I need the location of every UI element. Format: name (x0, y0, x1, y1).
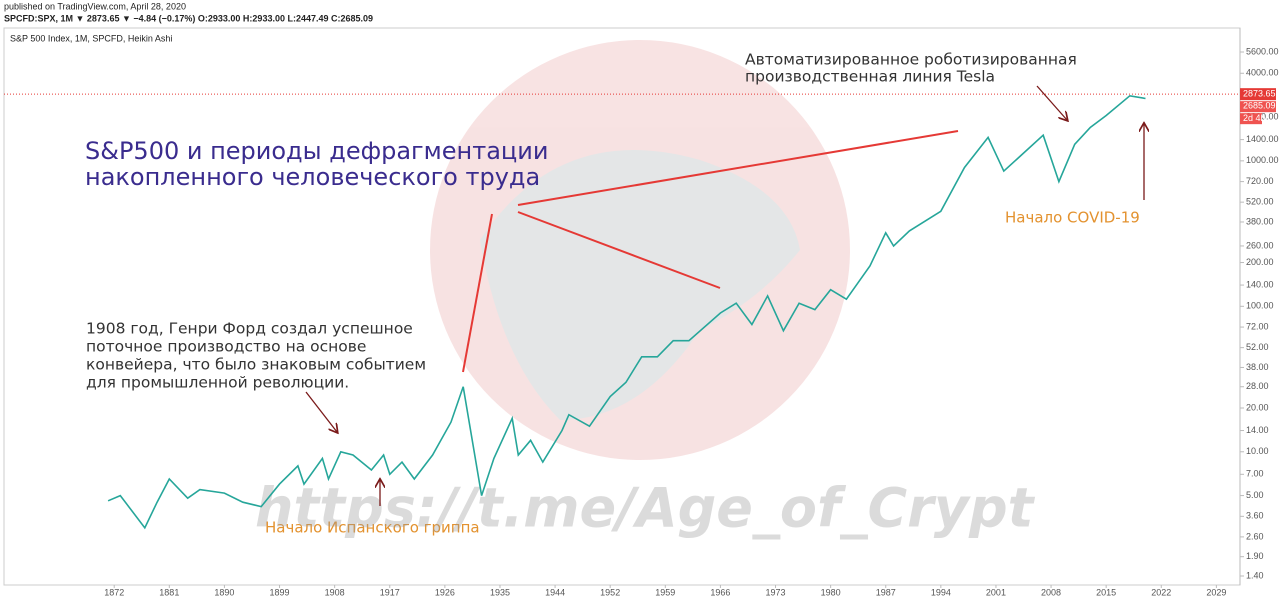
y-tick-label: 1.40 (1246, 570, 1264, 580)
x-tick-label: 1994 (931, 587, 951, 597)
annotation-title: накопленного человеческого труда (85, 163, 540, 191)
connector-lines (462, 130, 959, 373)
y-tick-label: 5600.00 (1246, 46, 1279, 56)
y-tick-label: 140.00 (1246, 279, 1274, 289)
x-tick-label: 1980 (821, 587, 841, 597)
arrows (305, 85, 1144, 506)
x-tick-label: 2001 (986, 587, 1006, 597)
x-tick-label: 1926 (435, 587, 455, 597)
y-tick-label: 14.00 (1246, 425, 1269, 435)
countdown-box (1240, 113, 1262, 125)
annotation-ford: поточное производство на основе (86, 338, 366, 356)
x-tick-label: 1973 (766, 587, 786, 597)
x-tick-label: 1899 (270, 587, 290, 597)
y-tick-label: 72.00 (1246, 321, 1269, 331)
annotation-tesla: производственная линия Tesla (745, 68, 995, 86)
x-tick-label: 1890 (214, 587, 234, 597)
x-tick-label: 1872 (104, 587, 124, 597)
y-tick-label: 2000.00 (1246, 111, 1279, 121)
annotation-tesla: Автоматизированное роботизированная (745, 51, 1077, 69)
close-label: 2685.09 (1243, 101, 1276, 111)
y-tick-label: 520.00 (1246, 197, 1274, 207)
y-tick-label: 7.00 (1246, 469, 1264, 479)
x-tick-label: 1959 (655, 587, 675, 597)
y-tick-label: 52.00 (1246, 342, 1269, 352)
price-line (107, 94, 1146, 530)
x-tick-label: 1987 (876, 587, 896, 597)
y-tick-label: 1.90 (1246, 551, 1264, 561)
last-price-label: 2873.65 (1243, 89, 1276, 99)
y-tick-label: 720.00 (1246, 176, 1274, 186)
x-tick-label: 2015 (1096, 587, 1116, 597)
y-tick-label: 260.00 (1246, 240, 1274, 250)
y-tick-label: 20.00 (1246, 402, 1269, 412)
annotation-ford: для промышленной революции. (86, 374, 349, 392)
annotation-ford: 1908 год, Генри Форд создал успешное (86, 320, 413, 338)
x-tick-label: 2008 (1041, 587, 1061, 597)
x-tick-label: 1908 (325, 587, 345, 597)
logo (430, 40, 850, 460)
y-tick-label: 2.60 (1246, 531, 1264, 541)
legend-text: S&P 500 Index, 1M, SPCFD, Heikin Ashi (10, 33, 172, 43)
y-tick-label: 1400.00 (1246, 134, 1279, 144)
y-tick-label: 28.00 (1246, 381, 1269, 391)
x-tick-label: 1881 (159, 587, 179, 597)
x-tick-label: 1944 (545, 587, 565, 597)
watermark: https://t.me/Age_of_Crypt (255, 477, 1036, 540)
close-box (1240, 101, 1276, 113)
annotation-flu: Начало Испанского гриппа (265, 519, 480, 537)
last-price-box (1240, 88, 1276, 101)
x-tick-label: 2022 (1151, 587, 1171, 597)
annotation-title: S&P500 и периоды дефрагментации (85, 137, 548, 165)
x-tick-label: 1935 (490, 587, 510, 597)
y-tick-label: 1000.00 (1246, 155, 1279, 165)
y-tick-label: 100.00 (1246, 301, 1274, 311)
y-tick-label: 3.60 (1246, 511, 1264, 521)
annotation-ford: конвейера, что было знаковым событием (86, 356, 426, 374)
countdown: 2d 4h (1243, 113, 1266, 123)
x-tick-label: 2029 (1206, 587, 1226, 597)
y-tick-label: 4000.00 (1246, 68, 1279, 78)
header-published: published on TradingView.com, April 28, … (4, 1, 186, 11)
x-tick-label: 1917 (380, 587, 400, 597)
y-tick-label: 200.00 (1246, 257, 1274, 267)
x-tick-label: 1952 (600, 587, 620, 597)
header-quote: SPCFD:SPX, 1M ▼ 2873.65 ▼ −4.84 (−0.17%)… (4, 13, 373, 23)
y-tick-label: 10.00 (1246, 446, 1269, 456)
y-tick-label: 38.00 (1246, 362, 1269, 372)
y-tick-label: 5.00 (1246, 490, 1264, 500)
annotation-covid: Начало COVID-19 (1005, 209, 1140, 227)
y-tick-label: 380.00 (1246, 216, 1274, 226)
x-tick-label: 1966 (710, 587, 730, 597)
